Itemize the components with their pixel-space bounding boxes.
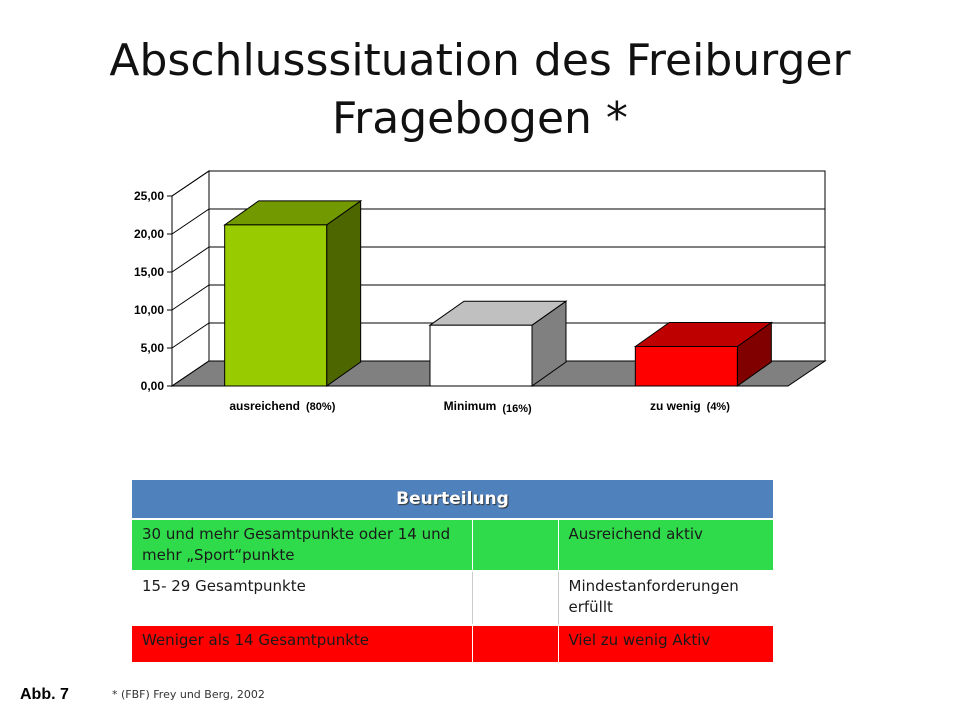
- page-title: Abschlusssituation des Freiburger Frageb…: [109, 35, 851, 144]
- figure-label: Abb. 7: [20, 686, 69, 703]
- x-tick-label: Minimum: [444, 399, 497, 413]
- gridline: [171, 246, 825, 273]
- y-tick-label: 10,00: [134, 303, 164, 317]
- beurteilung-table: Beurteilung 30 und mehr Gesamtpunkte ode…: [132, 480, 774, 664]
- x-tick-label: ausreichend: [229, 399, 300, 413]
- bar-chart: 0,00 5,00 10,00 15,00 20,00 25,00 ausreichend (…: [134, 170, 827, 415]
- y-tick-label: 25,00: [134, 189, 164, 203]
- table-cell: Mindestanforderungen erfüllt: [557, 571, 774, 626]
- table-cell: 30 und mehr Gesamtpunkte oder 14 und meh…: [132, 519, 472, 572]
- footnote: * (FBF) Frey und Berg, 2002: [112, 688, 265, 701]
- table-cell: Weniger als 14 Gesamtpunkte: [132, 625, 472, 664]
- x-tick-percent: (80%): [306, 401, 336, 413]
- bar: [634, 345, 738, 387]
- y-tick-label: 5,00: [141, 341, 165, 355]
- table-cell: [471, 571, 558, 626]
- bar-side: [326, 199, 362, 387]
- table-row: 15- 29 Gesamtpunkte Mindestanforderungen…: [132, 571, 774, 626]
- table-cell: 15- 29 Gesamtpunkte: [132, 571, 472, 626]
- table-cell: Viel zu wenig Aktiv: [557, 625, 774, 664]
- bar: [429, 324, 533, 387]
- x-tick-percent: (4%): [707, 401, 731, 413]
- table-cell: Ausreichend aktiv: [557, 519, 774, 572]
- y-tick-label: 0,00: [141, 379, 165, 393]
- bar: [224, 224, 328, 387]
- gridline: [171, 284, 825, 311]
- chart-side-wall: [171, 170, 210, 387]
- gridline: [171, 170, 825, 197]
- table-cell: [471, 625, 558, 664]
- y-tick-label: 20,00: [134, 227, 164, 241]
- gridline: [171, 322, 825, 349]
- y-tick-label: 15,00: [134, 265, 164, 279]
- x-tick-label: zu wenig: [650, 399, 701, 413]
- table-cell: [471, 519, 558, 572]
- table-row: 30 und mehr Gesamtpunkte oder 14 und meh…: [132, 519, 774, 572]
- x-tick-percent: (16%): [502, 403, 532, 415]
- table-row: Weniger als 14 Gesamtpunkte Viel zu weni…: [132, 625, 774, 664]
- table-header: Beurteilung: [132, 480, 774, 520]
- gridline: [171, 208, 825, 235]
